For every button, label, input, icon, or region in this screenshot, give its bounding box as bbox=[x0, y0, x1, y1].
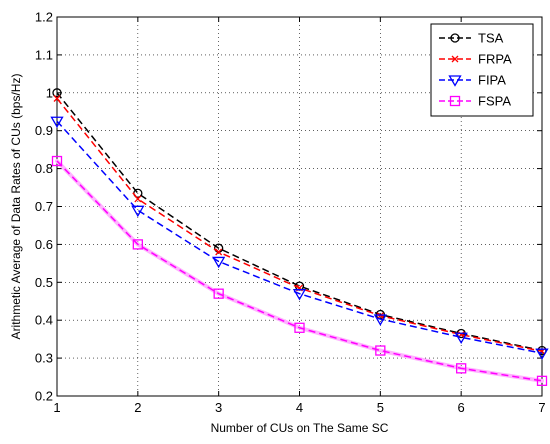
data-point bbox=[456, 363, 467, 374]
legend-marker bbox=[449, 95, 461, 107]
legend-label: FRPA bbox=[478, 52, 512, 67]
data-point bbox=[294, 322, 305, 333]
legend-item: FIPA bbox=[439, 73, 506, 88]
legend-item: TSA bbox=[439, 31, 504, 46]
data-point bbox=[375, 345, 386, 356]
series-fspa bbox=[51, 155, 548, 386]
y-tick-label: 0.9 bbox=[35, 123, 53, 138]
data-point bbox=[132, 239, 143, 250]
legend-label: TSA bbox=[478, 31, 504, 46]
data-point bbox=[535, 348, 549, 360]
legend-item: FRPA bbox=[439, 52, 512, 67]
y-tick-label: 0.2 bbox=[35, 389, 53, 404]
data-point bbox=[292, 289, 307, 301]
legend-marker bbox=[450, 33, 460, 43]
axis-ticks: 1 2 3 4 5 6 7 0.2 0.3 0.4 0.5 0.6 0.7 0.8 0.9 1 1.1 1.2 bbox=[35, 10, 546, 416]
legend-marker bbox=[448, 75, 462, 87]
y-tick-label: 0.8 bbox=[35, 161, 53, 176]
data-point bbox=[215, 248, 223, 256]
x-tick-label: 3 bbox=[215, 400, 222, 415]
x-tick-label: 7 bbox=[538, 400, 545, 415]
legend: TSA FRPA FIPA FSPA bbox=[430, 23, 534, 117]
data-point bbox=[454, 332, 468, 345]
y-tick-label: 0.7 bbox=[35, 199, 53, 214]
series-line bbox=[56, 120, 543, 354]
data-point bbox=[134, 195, 142, 203]
y-tick-label: 0.3 bbox=[35, 351, 53, 366]
y-tick-label: 1 bbox=[46, 85, 53, 100]
data-point bbox=[212, 256, 226, 269]
y-tick-label: 1.1 bbox=[35, 47, 53, 62]
series-frpa bbox=[53, 95, 546, 355]
data-point bbox=[373, 314, 387, 326]
y-tick-label: 0.6 bbox=[35, 237, 53, 252]
legend-label: FSPA bbox=[478, 94, 511, 109]
y-tick-label: 0.5 bbox=[35, 275, 53, 290]
series-line bbox=[56, 160, 543, 382]
legend-item: FSPA bbox=[439, 94, 511, 109]
series-group bbox=[50, 88, 549, 386]
y-tick-label: 1.2 bbox=[35, 10, 53, 25]
data-point bbox=[536, 375, 548, 386]
data-point bbox=[131, 205, 145, 218]
data-point bbox=[52, 88, 62, 98]
x-tick-label: 2 bbox=[134, 400, 141, 415]
data-point bbox=[213, 288, 224, 299]
x-tick-label: 5 bbox=[377, 400, 384, 415]
data-point bbox=[53, 95, 61, 102]
x-tick-label: 1 bbox=[53, 400, 60, 415]
data-point bbox=[50, 116, 64, 129]
y-axis-label: Arithmetic Average of Data Rates of CUs … bbox=[9, 74, 23, 340]
x-tick-label: 6 bbox=[458, 400, 465, 415]
legend-marker bbox=[451, 55, 459, 63]
series-fipa bbox=[50, 116, 549, 360]
data-point bbox=[51, 155, 63, 167]
y-tick-label: 0.4 bbox=[35, 313, 53, 328]
grid bbox=[56, 16, 543, 397]
x-axis-label: Number of CUs on The Same SC bbox=[211, 421, 389, 435]
x-tick-label: 4 bbox=[296, 400, 303, 415]
legend-label: FIPA bbox=[478, 73, 506, 88]
